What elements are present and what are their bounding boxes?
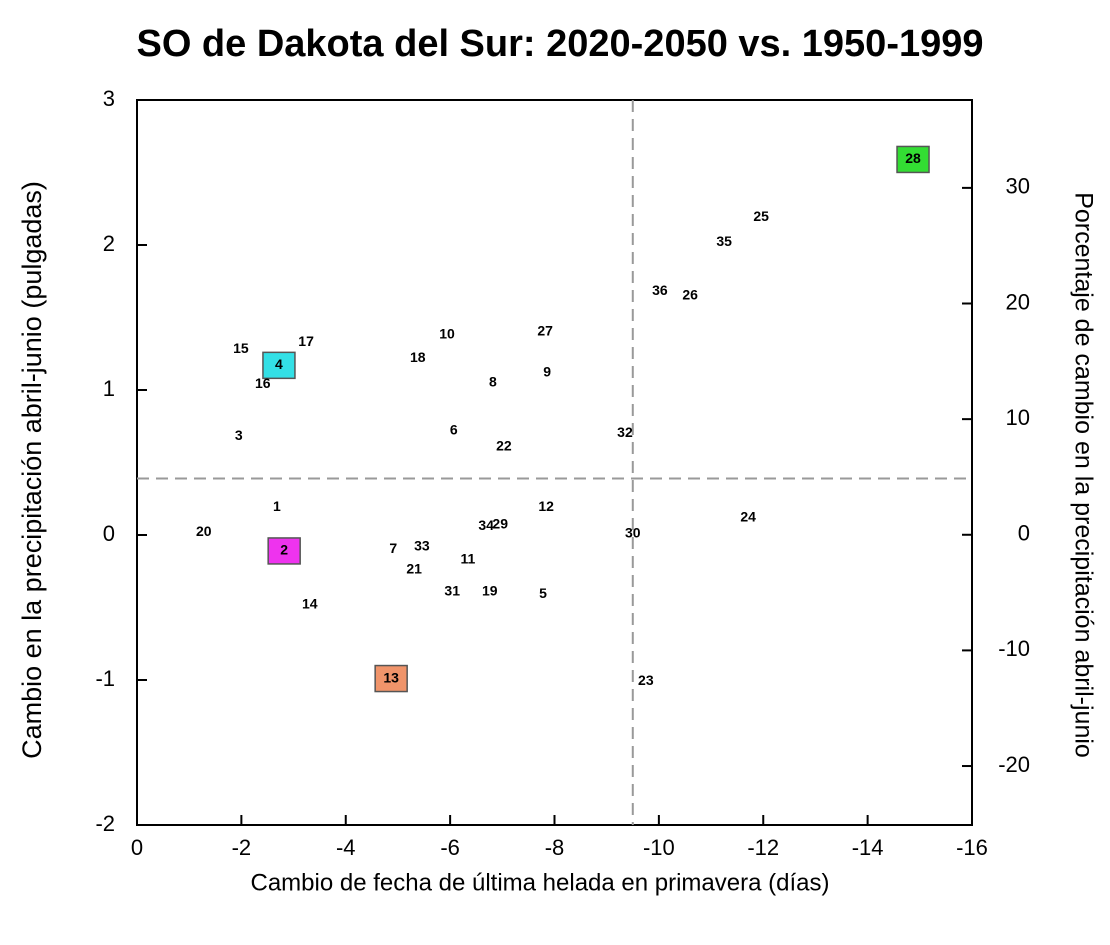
point-label: 33 — [414, 537, 430, 553]
point-label: 6 — [450, 421, 458, 437]
x-tick-label: -12 — [747, 835, 779, 860]
point-label: 28 — [905, 150, 921, 166]
point-label: 12 — [538, 498, 554, 514]
y-tick-label: -2 — [95, 811, 115, 836]
point-label: 4 — [275, 356, 283, 372]
x-tick-label: -16 — [956, 835, 988, 860]
point-label: 18 — [410, 349, 426, 365]
point-label: 20 — [196, 523, 212, 539]
point-label: 25 — [753, 208, 769, 224]
point-label: 7 — [389, 540, 397, 556]
point-box — [374, 664, 408, 693]
y2-tick-label: 10 — [1006, 405, 1030, 430]
point-box — [267, 537, 301, 565]
y2-tick-label: 20 — [1006, 289, 1030, 314]
point-label: 30 — [625, 524, 641, 540]
point-label: 22 — [496, 437, 512, 453]
y-tick-label: 0 — [103, 521, 115, 546]
point-label: 24 — [740, 508, 756, 524]
y2-tick-label: 30 — [1006, 174, 1030, 199]
y2-tick-label: -20 — [998, 752, 1030, 777]
x-tick-label: -10 — [643, 835, 675, 860]
point-label: 17 — [298, 333, 314, 349]
y2-axis-label: Porcentaje de cambio en la precipitación… — [1069, 192, 1097, 758]
point-label: 27 — [537, 323, 553, 339]
y2-tick-label: -10 — [998, 636, 1030, 661]
point-label: 29 — [492, 516, 508, 532]
point-label: 21 — [406, 561, 422, 577]
point-label: 35 — [716, 233, 732, 249]
x-tick-label: -2 — [232, 835, 252, 860]
point-label: 10 — [439, 326, 455, 342]
point-label: 14 — [302, 595, 318, 611]
x-axis-label: Cambio de fecha de última helada en prim… — [251, 869, 830, 896]
point-label: 2 — [280, 542, 288, 558]
point-label: 11 — [460, 550, 475, 566]
point-label: 23 — [638, 672, 654, 688]
point-label: 15 — [233, 340, 249, 356]
point-label: 1 — [273, 498, 281, 514]
y-tick-label: -1 — [95, 666, 115, 691]
point-box — [896, 145, 930, 174]
y-tick-label: 3 — [103, 86, 115, 111]
point-label: 3 — [235, 427, 243, 443]
chart-title: SO de Dakota del Sur: 2020-2050 vs. 1950… — [136, 23, 983, 65]
point-label: 34 — [478, 517, 494, 533]
point-label: 26 — [682, 286, 698, 302]
x-tick-label: -6 — [440, 835, 460, 860]
point-label: 16 — [255, 375, 271, 391]
point-label: 32 — [617, 424, 633, 440]
y2-tick-label: 0 — [1018, 521, 1030, 546]
point-label: 36 — [652, 282, 668, 298]
point-label: 19 — [482, 582, 498, 598]
point-box — [262, 351, 296, 380]
point-label: 5 — [539, 585, 547, 601]
x-tick-label: -8 — [545, 835, 565, 860]
y-tick-label: 2 — [103, 231, 115, 256]
x-tick-label: -4 — [336, 835, 356, 860]
point-label: 8 — [489, 373, 497, 389]
plot-frame — [136, 99, 973, 826]
point-label: 31 — [444, 582, 460, 598]
x-tick-label: 0 — [131, 835, 143, 860]
point-label: 9 — [543, 363, 551, 379]
y-tick-label: 1 — [103, 376, 115, 401]
x-tick-label: -14 — [852, 835, 884, 860]
point-label: 13 — [383, 669, 399, 685]
y-axis-label: Cambio en la precipitación abril-junio (… — [17, 181, 47, 759]
